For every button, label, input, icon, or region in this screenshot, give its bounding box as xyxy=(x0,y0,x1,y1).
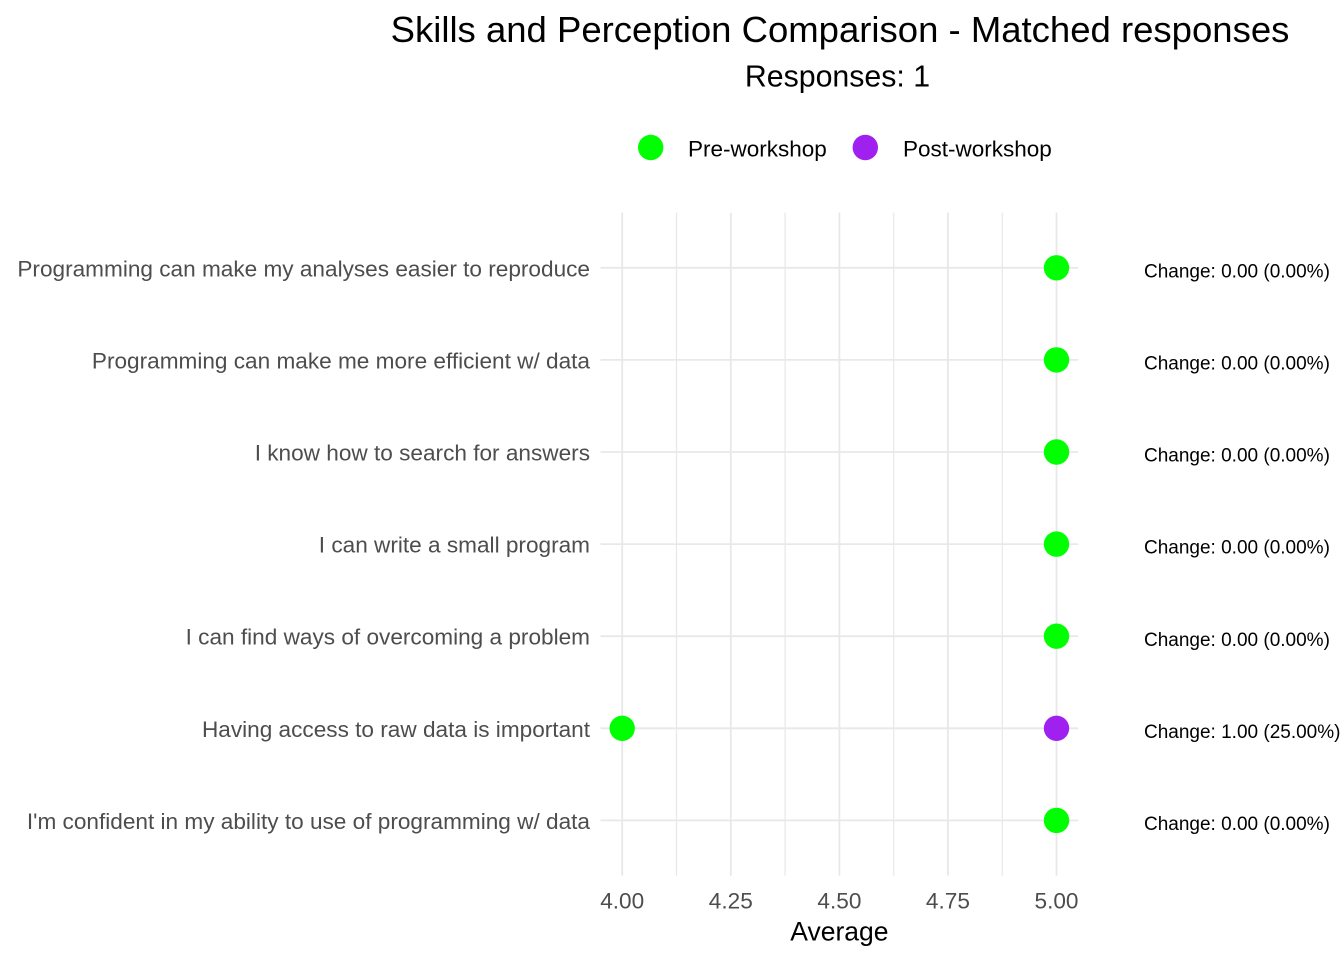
svg-text:Change: 0.00 (0.00%): Change: 0.00 (0.00%) xyxy=(1144,630,1330,651)
svg-text:4.50: 4.50 xyxy=(817,888,861,913)
svg-text:Skills and Perception Comparis: Skills and Perception Comparison - Match… xyxy=(391,9,1290,50)
svg-text:I can find ways of overcoming: I can find ways of overcoming a problem xyxy=(186,625,590,650)
svg-text:Programming can make me more e: Programming can make me more efficient w… xyxy=(92,348,591,373)
svg-text:Average: Average xyxy=(790,917,888,947)
svg-text:Responses: 1: Responses: 1 xyxy=(745,60,930,93)
svg-text:I can write a small program: I can write a small program xyxy=(319,533,590,558)
svg-text:Change: 1.00 (25.00%): Change: 1.00 (25.00%) xyxy=(1144,722,1340,743)
svg-text:Change: 0.00 (0.00%): Change: 0.00 (0.00%) xyxy=(1144,261,1330,282)
svg-text:4.25: 4.25 xyxy=(709,888,753,913)
svg-text:Change: 0.00 (0.00%): Change: 0.00 (0.00%) xyxy=(1144,538,1330,559)
svg-text:Change: 0.00 (0.00%): Change: 0.00 (0.00%) xyxy=(1144,814,1330,835)
svg-text:5.00: 5.00 xyxy=(1035,888,1079,913)
svg-text:Programming can make my analys: Programming can make my analyses easier … xyxy=(17,256,590,281)
svg-text:4.00: 4.00 xyxy=(600,888,644,913)
svg-text:I'm confident in my ability to: I'm confident in my ability to use of pr… xyxy=(27,809,591,834)
svg-text:Having access to raw data is i: Having access to raw data is important xyxy=(202,717,591,742)
svg-text:Pre-workshop: Pre-workshop xyxy=(688,137,827,162)
svg-text:Post-workshop: Post-workshop xyxy=(903,137,1052,162)
svg-text:I know how to search for answe: I know how to search for answers xyxy=(255,441,590,466)
svg-text:4.75: 4.75 xyxy=(926,888,970,913)
svg-text:Change: 0.00 (0.00%): Change: 0.00 (0.00%) xyxy=(1144,446,1330,467)
svg-text:Change: 0.00 (0.00%): Change: 0.00 (0.00%) xyxy=(1144,354,1330,375)
